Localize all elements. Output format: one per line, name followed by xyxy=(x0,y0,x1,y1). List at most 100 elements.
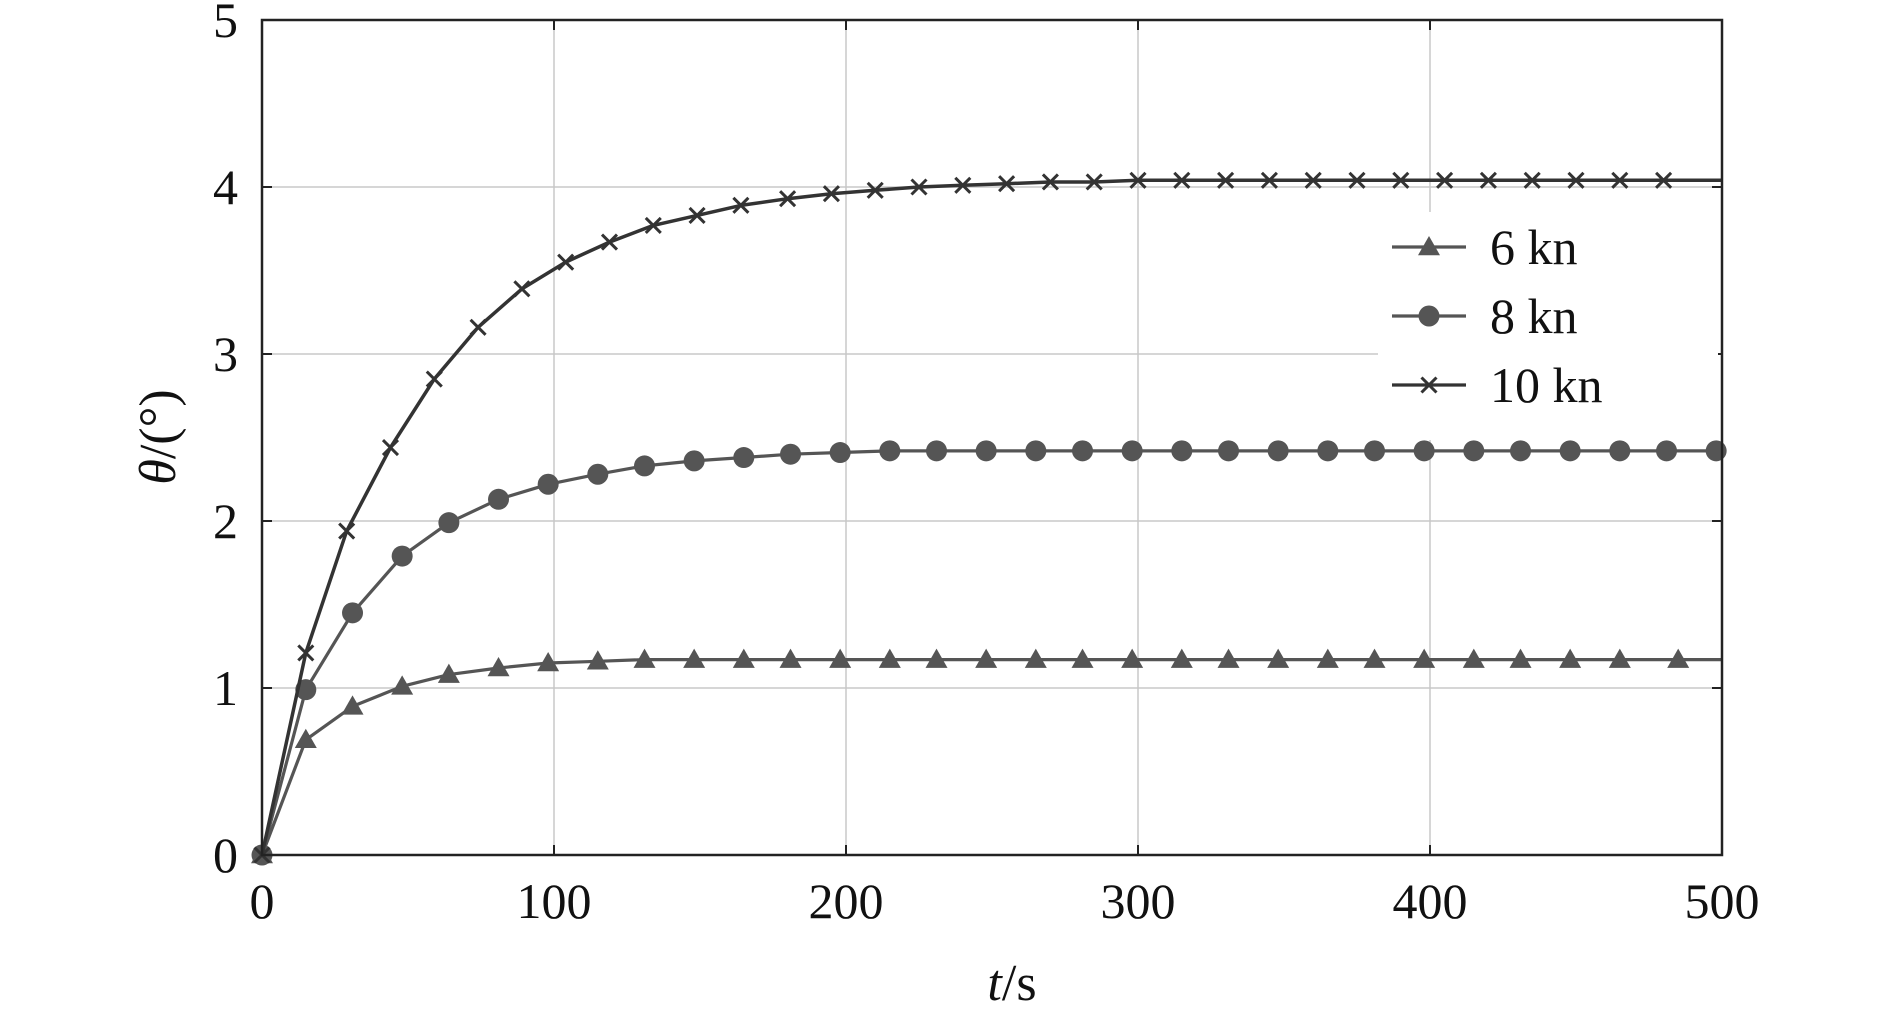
data-point xyxy=(1317,440,1339,462)
data-point xyxy=(469,318,487,336)
data-point xyxy=(1510,440,1532,462)
data-point xyxy=(600,233,619,251)
data-point xyxy=(780,443,802,465)
data-point xyxy=(1667,648,1690,668)
x-tick-label: 0 xyxy=(250,873,275,929)
data-point xyxy=(1129,171,1147,189)
data-point xyxy=(998,175,1016,193)
data-point xyxy=(1121,648,1144,668)
legend-label: 8 kn xyxy=(1490,288,1578,344)
data-point xyxy=(438,512,460,534)
data-point xyxy=(733,447,755,469)
series-8-kn xyxy=(251,440,1727,866)
y-tick-label: 5 xyxy=(213,0,238,48)
data-point xyxy=(1316,648,1339,668)
data-point xyxy=(338,522,356,540)
data-point xyxy=(294,728,317,749)
data-point xyxy=(688,206,706,224)
data-point xyxy=(926,440,948,462)
series-line xyxy=(260,449,1722,856)
data-point xyxy=(1267,648,1290,668)
data-point xyxy=(1171,440,1193,462)
data-point xyxy=(1462,648,1485,668)
y-tick-label: 0 xyxy=(213,827,238,883)
data-point xyxy=(1364,440,1386,462)
data-point xyxy=(1260,171,1278,189)
series-line xyxy=(260,658,1722,856)
x-tick-label: 100 xyxy=(517,873,592,929)
data-point xyxy=(1072,440,1094,462)
data-point xyxy=(1025,440,1047,462)
data-point xyxy=(1413,648,1436,668)
y-tick-label: 1 xyxy=(213,660,238,716)
data-point xyxy=(513,280,531,298)
data-point xyxy=(1463,440,1485,462)
data-point xyxy=(391,545,413,567)
data-point xyxy=(391,675,414,695)
y-tick-label: 4 xyxy=(213,159,238,215)
data-point xyxy=(297,644,315,662)
data-point xyxy=(1071,648,1094,668)
data-point xyxy=(537,473,559,495)
legend-marker xyxy=(1418,236,1440,256)
data-point xyxy=(1173,171,1191,189)
data-point xyxy=(1363,648,1386,668)
data-point xyxy=(732,196,750,214)
x-tick-label: 500 xyxy=(1685,873,1760,929)
data-point xyxy=(1559,440,1581,462)
data-point xyxy=(425,370,443,388)
legend-marker xyxy=(1418,305,1440,327)
data-point xyxy=(1567,171,1585,189)
data-point xyxy=(1041,173,1059,191)
data-point xyxy=(1085,173,1103,191)
legend-item: 10 kn xyxy=(1392,357,1603,413)
data-point xyxy=(557,253,575,271)
data-point xyxy=(878,648,901,668)
data-point xyxy=(829,648,852,668)
legend-item: 6 kn xyxy=(1392,219,1578,275)
data-point xyxy=(1479,171,1497,189)
data-point xyxy=(1218,440,1240,462)
legend-item: 8 kn xyxy=(1392,288,1578,344)
data-point xyxy=(1413,440,1435,462)
data-point xyxy=(586,650,609,670)
y-tick-label: 3 xyxy=(213,326,238,382)
y-tick-labels: 0 1 2 3 4 5 xyxy=(213,0,238,883)
data-point xyxy=(910,178,928,196)
series-line xyxy=(260,178,1722,856)
data-point xyxy=(1267,440,1289,462)
data-point xyxy=(1392,171,1410,189)
data-point xyxy=(822,185,840,203)
y-axis-label: θ/(°) xyxy=(130,389,187,484)
data-point xyxy=(1121,440,1143,462)
legend: 6 kn 8 kn 10 kn xyxy=(1378,212,1718,440)
data-point xyxy=(1705,440,1727,462)
data-point xyxy=(779,648,802,668)
data-point xyxy=(829,442,851,464)
x-tick-label: 200 xyxy=(809,873,884,929)
x-tick-label: 400 xyxy=(1393,873,1468,929)
data-point xyxy=(488,488,510,510)
data-point xyxy=(1170,648,1193,668)
data-point xyxy=(925,648,948,668)
x-tick-labels: 0 100 200 300 400 500 xyxy=(250,873,1760,929)
data-point xyxy=(683,648,706,668)
axis-ticks xyxy=(261,19,1723,856)
data-point xyxy=(1608,648,1631,668)
grid xyxy=(262,20,1722,855)
data-point xyxy=(1348,171,1366,189)
data-point xyxy=(1523,171,1541,189)
x-tick-label: 300 xyxy=(1101,873,1176,929)
y-tick-label: 2 xyxy=(213,493,238,549)
data-point xyxy=(732,648,755,668)
data-point xyxy=(954,176,972,194)
data-point xyxy=(1656,440,1678,462)
data-point xyxy=(487,656,510,677)
data-point xyxy=(1304,171,1322,189)
data-point xyxy=(633,648,656,668)
data-point xyxy=(537,651,560,672)
data-point xyxy=(587,463,609,485)
legend-label: 6 kn xyxy=(1490,219,1578,275)
legend-marker xyxy=(1420,376,1438,394)
data-point xyxy=(1217,648,1240,668)
